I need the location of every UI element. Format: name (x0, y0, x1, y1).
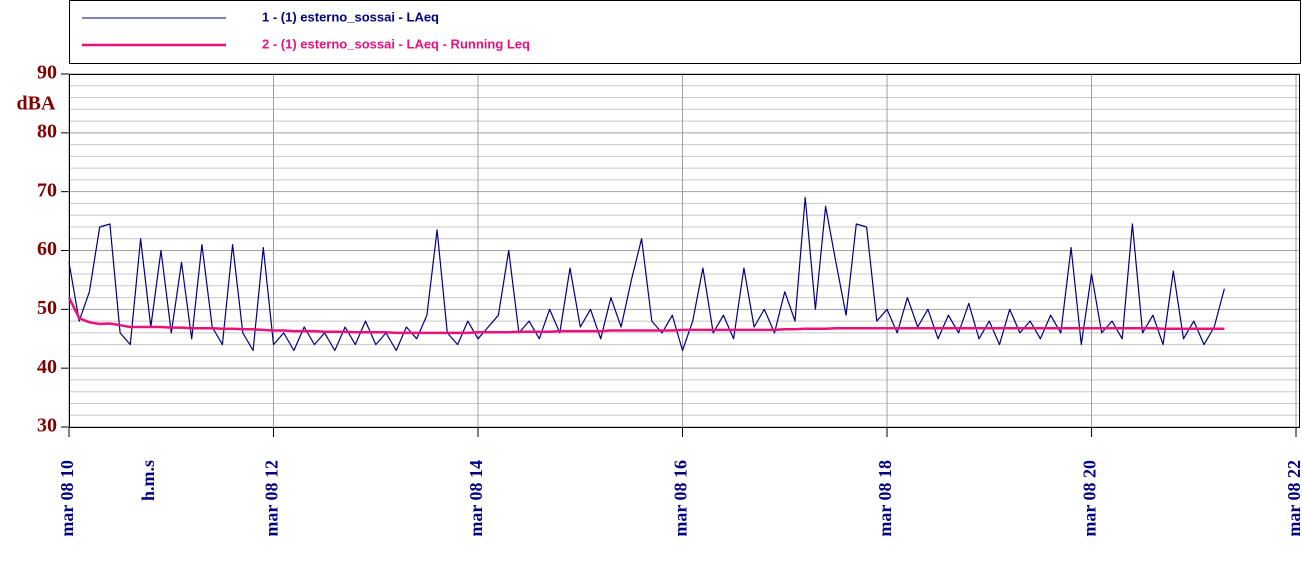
y-tick-label: 50 (37, 297, 57, 319)
x-tick-label: mar 08 18 (875, 460, 895, 537)
x-tick-label: mar 08 22 (1284, 460, 1302, 537)
y-tick-label: 40 (37, 356, 57, 378)
legend-box (69, 0, 1301, 64)
x-tick-label: mar 08 10 (57, 460, 77, 537)
legend-label: 2 - (1) esterno_sossai - LAeq - Running … (262, 36, 530, 51)
y-tick-label: 80 (37, 120, 57, 142)
series-line (68, 196, 1225, 352)
x-tick-label: mar 08 20 (1080, 460, 1100, 537)
x-tick-label: mar 08 14 (466, 460, 486, 537)
series-line (67, 297, 1225, 335)
y-axis-label: dBA (17, 93, 56, 115)
legend-label: 1 - (1) esterno_sossai - LAeq (262, 9, 439, 24)
x-tick-label: mar 08 16 (671, 460, 691, 537)
y-tick-label: 60 (37, 238, 57, 260)
x-axis-label: h.m.s (138, 460, 158, 501)
x-tick-label: mar 08 12 (262, 460, 282, 537)
plot-frame (69, 74, 1300, 428)
y-tick-label: 70 (37, 179, 57, 201)
y-tick-label: 90 (37, 62, 57, 84)
y-tick-label: 30 (37, 415, 57, 437)
